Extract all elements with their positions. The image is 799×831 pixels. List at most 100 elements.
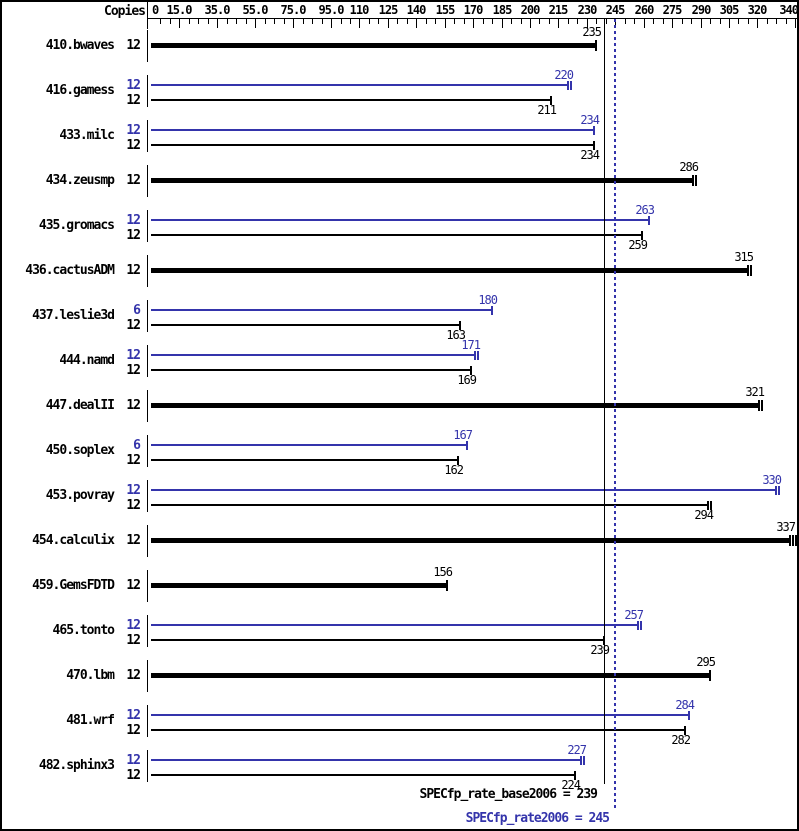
- result-value: 239: [590, 643, 610, 657]
- minor-tick: [407, 19, 408, 24]
- benchmark-name: 481.wrf: [66, 713, 115, 728]
- base-bar: [151, 729, 685, 731]
- bar-end-mark: [570, 81, 572, 90]
- axis-tick-label: 140: [406, 3, 427, 17]
- single-bar: [151, 538, 790, 543]
- minor-tick: [596, 19, 597, 24]
- peak-mean-label: SPECfp_rate2006 = 245: [465, 811, 610, 826]
- bar-end-mark: [593, 126, 595, 135]
- minor-tick: [236, 19, 237, 24]
- copies-value: 12: [126, 453, 141, 468]
- benchmark-name: 470.lbm: [66, 668, 115, 683]
- copies-value: 12: [126, 633, 141, 648]
- base-bar: [151, 144, 594, 146]
- bar-end-mark: [567, 81, 569, 90]
- bar-end-mark: [775, 486, 777, 495]
- row-axis-segment: [147, 660, 148, 692]
- minor-tick: [625, 19, 626, 24]
- benchmark-name: 444.namd: [59, 353, 115, 368]
- minor-tick: [160, 19, 161, 24]
- base-bar: [151, 459, 458, 461]
- bar-end-mark: [593, 141, 595, 150]
- minor-tick: [189, 19, 190, 24]
- result-value: 163: [446, 328, 466, 342]
- base-mean-line: [604, 19, 605, 784]
- major-tick: [331, 19, 332, 28]
- major-tick: [757, 19, 758, 28]
- row-axis-segment: [147, 120, 148, 152]
- base-bar: [151, 99, 551, 101]
- minor-tick: [521, 19, 522, 24]
- copies-value: 12: [126, 668, 141, 683]
- copies-value: 12: [126, 533, 141, 548]
- bar-end-mark: [688, 711, 690, 720]
- result-value: 156: [433, 565, 453, 579]
- benchmark-name: 454.calculix: [32, 533, 115, 548]
- copies-value: 12: [126, 173, 141, 188]
- bar-end-mark: [795, 535, 797, 546]
- minor-tick: [397, 19, 398, 24]
- major-tick: [701, 19, 702, 28]
- bar-end-mark: [491, 306, 493, 315]
- minor-tick: [274, 19, 275, 24]
- minor-tick: [663, 19, 664, 24]
- benchmark-name: 437.leslie3d: [32, 308, 115, 323]
- bar-end-mark: [709, 670, 711, 681]
- row-axis-segment: [147, 705, 148, 737]
- axis-tick-label: 245: [605, 3, 626, 17]
- benchmark-name: 434.zeusmp: [45, 173, 115, 188]
- single-bar: [151, 673, 710, 678]
- benchmark-name: 436.cactusADM: [25, 263, 115, 278]
- major-tick: [255, 19, 256, 28]
- minor-tick: [786, 19, 787, 24]
- bar-end-mark: [457, 456, 459, 465]
- result-value: 169: [457, 373, 477, 387]
- minor-tick: [322, 19, 323, 24]
- major-tick: [502, 19, 503, 28]
- axis-tick-label: 230: [577, 3, 598, 17]
- major-tick: [293, 19, 294, 28]
- minor-tick: [378, 19, 379, 24]
- copies-value: 12: [126, 263, 141, 278]
- bar-end-mark: [641, 231, 643, 240]
- copies-value: 12: [126, 123, 141, 138]
- peak-bar: [151, 84, 568, 86]
- axis-tick-label: 305: [719, 3, 740, 17]
- peak-bar: [151, 309, 492, 311]
- major-tick: [359, 19, 360, 28]
- row-axis-segment: [147, 750, 148, 782]
- minor-tick: [208, 19, 209, 24]
- bar-end-mark: [692, 175, 694, 186]
- result-value: 235: [582, 25, 602, 39]
- copies-value: 12: [126, 363, 141, 378]
- single-bar: [151, 178, 693, 183]
- copies-value: 6: [133, 438, 141, 453]
- base-mean-label: SPECfp_rate_base2006 = 239: [419, 787, 598, 802]
- minor-tick: [284, 19, 285, 24]
- row-axis-segment: [147, 570, 148, 602]
- bar-end-mark: [477, 351, 479, 360]
- minor-tick: [246, 19, 247, 24]
- row-axis-segment: [147, 525, 148, 557]
- benchmark-name: 416.gamess: [45, 83, 115, 98]
- bar-end-mark: [684, 726, 686, 735]
- benchmark-name: 410.bwaves: [45, 38, 115, 53]
- axis-tick-label: 260: [634, 3, 655, 17]
- bar-end-mark: [789, 535, 791, 546]
- minor-tick: [312, 19, 313, 24]
- result-value: 337: [776, 520, 796, 534]
- result-value: 227: [567, 743, 587, 757]
- peak-bar: [151, 624, 638, 626]
- copies-value: 12: [126, 348, 141, 363]
- minor-tick: [303, 19, 304, 24]
- major-tick: [445, 19, 446, 28]
- result-value: 162: [444, 463, 464, 477]
- bar-end-mark: [474, 351, 476, 360]
- peak-bar: [151, 354, 475, 356]
- base-bar: [151, 639, 604, 641]
- minor-tick: [511, 19, 512, 24]
- result-value: 263: [635, 203, 655, 217]
- minor-tick: [738, 19, 739, 24]
- minor-tick: [568, 19, 569, 24]
